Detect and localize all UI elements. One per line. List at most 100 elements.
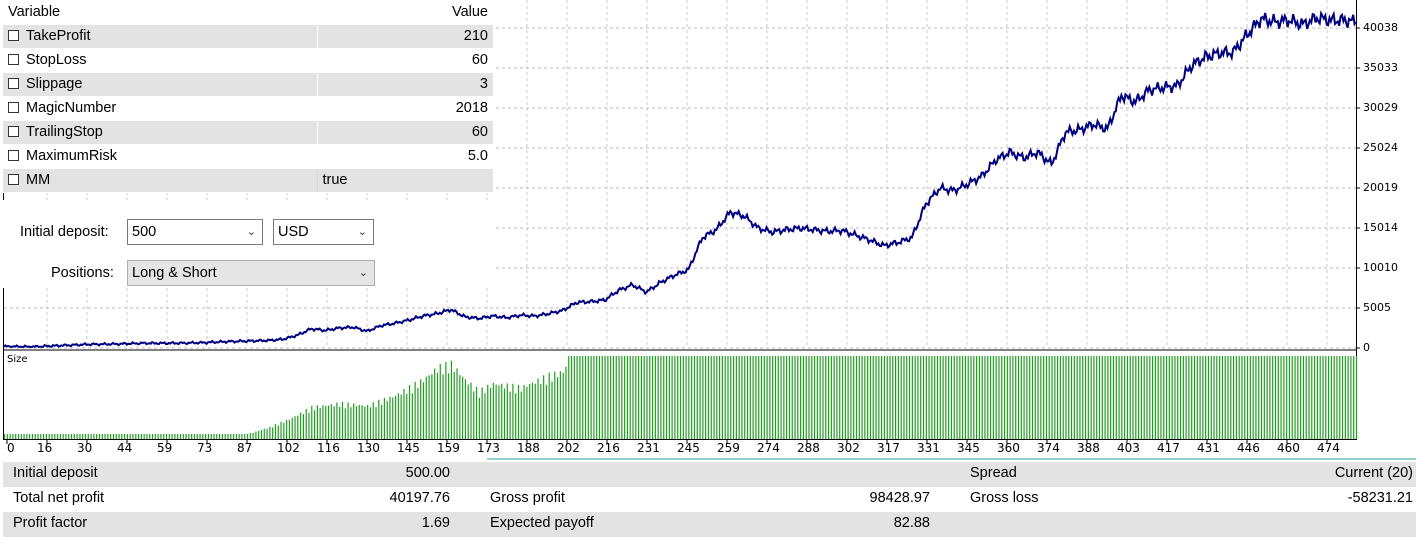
x-tick-label: 30 [77, 441, 93, 455]
summary-value: 98428.97 [869, 490, 930, 506]
balance-chart [3, 0, 1416, 460]
x-tick-label: 16 [37, 441, 53, 455]
x-tick-label: 388 [1077, 441, 1100, 455]
x-tick-label: 102 [277, 441, 300, 455]
x-tick-label: 274 [757, 441, 780, 455]
x-tick-label: 474 [1317, 441, 1340, 455]
parameter-row[interactable]: TrailingStop 60 [3, 120, 493, 145]
summary-value: 82.88 [893, 515, 930, 531]
chevron-down-icon: ⌄ [358, 267, 368, 279]
checkbox[interactable] [8, 174, 19, 185]
x-tick-label: 116 [317, 441, 340, 455]
variable-header[interactable]: Variable [3, 0, 317, 25]
summary-label: Initial deposit [13, 465, 98, 481]
parameter-value[interactable]: 60 [316, 120, 493, 145]
summary-label: Spread [970, 465, 1017, 481]
x-tick-label: 173 [477, 441, 500, 455]
x-tick-label: 331 [917, 441, 940, 455]
parameter-value[interactable]: 3 [316, 72, 493, 97]
value-header[interactable]: Value [316, 0, 493, 25]
y-tick-label: 5005 [1363, 301, 1391, 314]
x-tick-label: 44 [117, 441, 133, 455]
summary-label: Profit factor [13, 515, 88, 531]
x-tick-label: 0 [7, 441, 15, 455]
parameter-name: MM [26, 172, 51, 188]
parameter-value[interactable]: 2018 [316, 96, 493, 121]
summary-value: 1.69 [421, 515, 450, 531]
x-tick-label: 288 [797, 441, 820, 455]
parameter-name: MaximumRisk [26, 148, 118, 164]
checkbox[interactable] [8, 102, 19, 113]
parameter-value[interactable]: 5.0 [316, 144, 493, 169]
summary-row: Initial deposit 500.00 Spread Current (2… [3, 462, 1416, 487]
parameter-row[interactable]: Slippage 3 [3, 72, 493, 97]
y-tick-label: 0 [1363, 341, 1370, 354]
x-tick-label: 259 [717, 441, 740, 455]
checkbox[interactable] [8, 54, 19, 65]
x-tick-label: 374 [1037, 441, 1060, 455]
checkbox[interactable] [8, 126, 19, 137]
checkbox[interactable] [8, 78, 19, 89]
y-tick-label: 10010 [1363, 261, 1398, 274]
summary-value: -58231.21 [1347, 490, 1413, 506]
initial-deposit-select[interactable]: 500 ⌄ [127, 219, 263, 245]
parameter-name: TrailingStop [26, 124, 103, 140]
x-tick-label: 460 [1277, 441, 1300, 455]
x-tick-label: 446 [1237, 441, 1260, 455]
summary-row: Profit factor 1.69 Expected payoff 82.88 [3, 512, 1416, 537]
summary-table: Initial deposit 500.00 Spread Current (2… [0, 462, 1416, 540]
parameters-table: Variable Value TakeProfit 210 StopLoss 6… [3, 0, 493, 193]
x-tick-label: 245 [677, 441, 700, 455]
x-tick-label: 188 [517, 441, 540, 455]
positions-value: Long & Short [132, 265, 217, 281]
summary-label: Gross loss [970, 490, 1039, 506]
checkbox[interactable] [8, 150, 19, 161]
parameter-row[interactable]: StopLoss 60 [3, 48, 493, 73]
y-tick-label: 30029 [1363, 101, 1398, 114]
summary-value: 40197.76 [389, 490, 450, 506]
y-tick-label: 15014 [1363, 221, 1398, 234]
x-tick-label: 73 [197, 441, 213, 455]
x-tick-label: 431 [1197, 441, 1220, 455]
y-tick-label: 20019 [1363, 181, 1398, 194]
summary-label: Expected payoff [490, 515, 594, 531]
initial-deposit-label: Initial deposit: [20, 224, 109, 240]
summary-row: Total net profit 40197.76 Gross profit 9… [3, 487, 1416, 512]
y-tick-label: 40038 [1363, 21, 1398, 34]
x-tick-label: 403 [1117, 441, 1140, 455]
positions-select[interactable]: Long & Short ⌄ [127, 260, 375, 286]
parameter-name: StopLoss [26, 52, 87, 68]
x-tick-label: 417 [1157, 441, 1180, 455]
x-tick-label: 302 [837, 441, 860, 455]
summary-label: Total net profit [13, 490, 105, 506]
x-tick-label: 360 [997, 441, 1020, 455]
balance-line [3, 10, 1357, 349]
currency-select[interactable]: USD ⌄ [273, 219, 374, 245]
parameter-value[interactable]: 60 [316, 48, 493, 73]
x-tick-label: 87 [237, 441, 253, 455]
parameter-name: TakeProfit [26, 28, 91, 44]
chevron-down-icon: ⌄ [246, 226, 256, 238]
positions-label: Positions: [51, 265, 114, 281]
checkbox[interactable] [8, 30, 19, 41]
y-tick-label: 25024 [1363, 141, 1398, 154]
parameter-row[interactable]: MM true [3, 168, 493, 193]
y-tick-label: 35033 [1363, 61, 1398, 74]
parameter-row[interactable]: MaximumRisk 5.0 [3, 144, 493, 169]
x-tick-label: 216 [597, 441, 620, 455]
parameter-name: MagicNumber [26, 100, 117, 116]
currency-value: USD [278, 224, 309, 240]
parameters-header-row: Variable Value [3, 0, 493, 25]
parameter-value[interactable]: 210 [316, 24, 493, 49]
x-tick-label: 130 [357, 441, 380, 455]
summary-value: 500.00 [405, 465, 450, 481]
x-tick-label: 317 [877, 441, 900, 455]
parameter-row[interactable]: MagicNumber 2018 [3, 96, 493, 121]
x-tick-label: 159 [437, 441, 460, 455]
parameter-row[interactable]: TakeProfit 210 [3, 24, 493, 49]
initial-deposit-value: 500 [132, 224, 157, 240]
x-tick-label: 145 [397, 441, 420, 455]
x-tick-label: 59 [157, 441, 173, 455]
summary-value: Current (20) [1334, 465, 1413, 481]
parameter-value[interactable]: true [316, 168, 493, 193]
